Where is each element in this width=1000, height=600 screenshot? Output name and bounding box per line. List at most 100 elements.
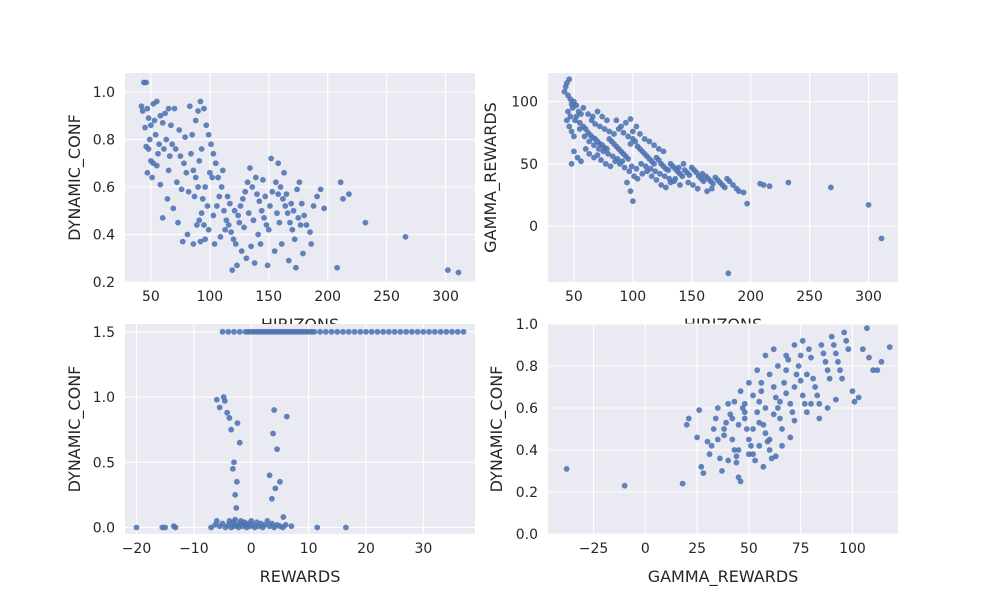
y-axis-label: GAMMA_REWARDS (481, 102, 501, 253)
data-point (357, 328, 364, 335)
data-point (572, 117, 579, 124)
data-point (281, 169, 287, 176)
data-point (163, 136, 170, 143)
data-point (626, 168, 633, 175)
data-point (272, 485, 279, 492)
data-point (696, 407, 703, 413)
data-point (397, 328, 404, 335)
data-point (774, 405, 781, 411)
x-tick-label-100: 100 (839, 541, 866, 557)
data-point (618, 123, 624, 130)
data-point (185, 188, 192, 195)
data-point (157, 181, 164, 188)
data-point (277, 328, 283, 335)
data-point (766, 183, 773, 190)
x-tick-label-200: 200 (737, 289, 764, 305)
x-tick-label-10: −10 (179, 541, 209, 557)
data-point (748, 442, 754, 449)
data-point (758, 388, 765, 395)
data-point (265, 328, 272, 335)
data-point (808, 400, 814, 407)
data-point (278, 241, 285, 247)
data-point (604, 117, 610, 124)
data-point (791, 384, 798, 390)
data-point (606, 128, 613, 135)
data-point (725, 270, 732, 277)
data-point (192, 174, 199, 181)
data-point (741, 409, 748, 416)
data-point (159, 119, 166, 126)
data-point (599, 113, 606, 120)
data-point (345, 328, 352, 335)
data-point (346, 191, 352, 198)
data-point (596, 123, 603, 130)
data-point (762, 405, 769, 411)
data-point (580, 104, 587, 111)
data-point (241, 224, 247, 231)
data-point (614, 155, 621, 162)
data-point (268, 495, 275, 502)
data-point (231, 328, 237, 335)
data-point (878, 358, 885, 365)
data-point (685, 415, 692, 422)
data-point (808, 354, 814, 361)
data-point (799, 392, 806, 399)
data-point (144, 105, 151, 112)
data-point (733, 453, 740, 460)
subplot-rewards-vs-dynamic-conf: −20 −10 0 10 20 30 0.0 0.5 1.0 1.5 REWARDS DYNAMIC_… (65, 324, 475, 586)
data-point (162, 524, 169, 531)
data-point (195, 184, 201, 190)
data-point (666, 175, 673, 182)
data-point (282, 521, 289, 528)
data-point (251, 260, 258, 266)
data-point (270, 430, 276, 437)
data-point (685, 179, 692, 186)
data-point (444, 267, 451, 274)
data-point (721, 426, 727, 432)
data-point (754, 409, 761, 416)
data-point (797, 377, 804, 384)
data-point (845, 346, 852, 353)
data-point (292, 264, 299, 271)
data-point (870, 367, 877, 374)
data-point (209, 174, 216, 181)
data-point (334, 328, 341, 335)
data-point (642, 163, 649, 170)
data-point (785, 179, 792, 186)
data-point (760, 463, 767, 470)
data-point (816, 400, 823, 407)
data-point (700, 470, 707, 476)
data-point (148, 122, 154, 129)
data-point (812, 384, 819, 390)
x-tick-label-150: 150 (255, 289, 282, 305)
data-point (204, 203, 211, 209)
y-tick-label-1-0: 1.0 (93, 390, 115, 406)
data-point (153, 98, 160, 105)
data-point (153, 162, 160, 169)
data-point (855, 394, 862, 401)
data-point (211, 241, 218, 247)
data-point (563, 466, 570, 472)
data-point (585, 111, 591, 117)
x-tick-label-150: 150 (678, 289, 705, 305)
data-point (591, 142, 597, 149)
data-point (133, 524, 140, 531)
data-point (725, 400, 732, 407)
y-tick-label-0: 0 (529, 219, 538, 235)
data-point (254, 328, 260, 335)
data-point (224, 193, 231, 200)
data-point (155, 150, 161, 157)
data-point (625, 155, 632, 162)
data-point (658, 182, 665, 188)
data-point (138, 103, 145, 110)
points-group (133, 328, 467, 531)
data-point (762, 430, 769, 437)
y-tick-label-0-0: 0.0 (516, 527, 538, 543)
data-point (662, 184, 669, 191)
data-point (779, 442, 785, 449)
data-point (206, 169, 213, 176)
data-point (229, 465, 236, 472)
data-point (641, 136, 648, 142)
data-point (178, 186, 185, 193)
x-axis-label: GAMMA_REWARDS (648, 567, 799, 587)
